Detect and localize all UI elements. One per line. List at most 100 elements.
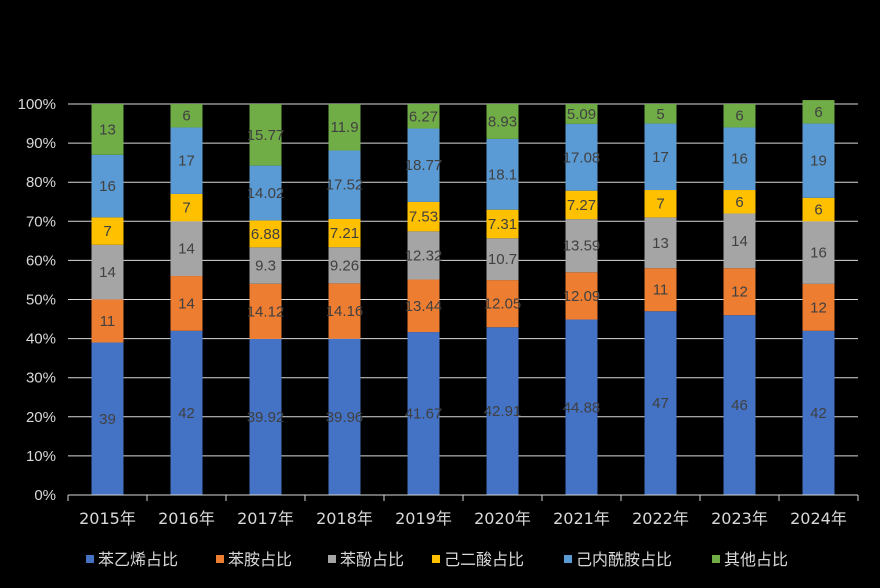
bar-segment <box>802 197 835 222</box>
legend-swatch <box>712 555 720 563</box>
bar-segment <box>486 238 519 281</box>
data-label: 13 <box>99 121 116 138</box>
bar-segment <box>644 311 677 495</box>
bar-segment <box>328 150 361 219</box>
data-label: 6 <box>735 108 743 125</box>
x-tick-label: 2017年 <box>237 509 294 528</box>
y-tick-label: 0% <box>34 487 56 504</box>
data-label: 13 <box>652 235 669 252</box>
bar-segment <box>249 103 282 166</box>
bar-segment <box>486 327 519 495</box>
y-tick-label: 70% <box>26 213 56 230</box>
data-label: 6.27 <box>409 108 438 125</box>
bar-segment <box>328 103 361 151</box>
data-label: 11 <box>100 313 116 330</box>
data-label: 5.09 <box>567 106 596 123</box>
data-label: 12 <box>731 284 748 301</box>
data-label: 6 <box>814 202 822 219</box>
y-tick-label: 50% <box>26 292 56 309</box>
bar-segment <box>723 190 756 214</box>
legend-swatch <box>432 555 440 563</box>
x-tick-label: 2019年 <box>395 509 452 528</box>
bar-segment <box>249 338 282 495</box>
bar-segment <box>407 279 440 333</box>
bar-segment <box>407 104 440 129</box>
data-label: 5 <box>656 106 664 123</box>
data-label: 16 <box>810 245 827 262</box>
bar-segment <box>170 104 203 128</box>
y-tick-label: 90% <box>26 135 56 152</box>
data-label: 7.31 <box>488 216 517 233</box>
legend-swatch <box>86 555 94 563</box>
legend-label: 己二酸占比 <box>444 550 524 569</box>
data-label: 7.21 <box>330 225 359 242</box>
data-label: 14 <box>731 233 748 250</box>
y-tick-label: 30% <box>26 370 56 387</box>
bar-segment <box>407 128 440 202</box>
data-label: 7.53 <box>409 209 438 226</box>
data-label: 11.9 <box>330 119 358 136</box>
bar-segment <box>565 272 598 320</box>
data-label: 14.16 <box>326 303 364 320</box>
x-tick-label: 2020年 <box>474 509 531 528</box>
bar-segment <box>91 217 124 245</box>
bar-segment <box>407 201 440 232</box>
bar-segment <box>723 268 756 316</box>
data-label: 44.88 <box>563 399 601 416</box>
bar-segment <box>249 165 282 221</box>
data-label: 19 <box>810 153 827 170</box>
data-label: 12.05 <box>484 296 522 313</box>
bar-segment <box>723 315 756 495</box>
bar-segment <box>565 319 598 495</box>
data-label: 17 <box>178 153 195 170</box>
x-tick-label: 2023年 <box>711 509 768 528</box>
bar-segment <box>723 127 756 191</box>
bar-segment <box>802 123 835 198</box>
bar-segment <box>407 231 440 280</box>
bar-segment <box>328 338 361 495</box>
data-label: 12.09 <box>563 288 601 305</box>
data-label: 17 <box>652 149 669 166</box>
bar-segment <box>249 247 282 284</box>
y-tick-label: 40% <box>26 331 56 348</box>
data-label: 14 <box>178 241 195 258</box>
bar-segment <box>486 104 519 139</box>
data-label: 12.32 <box>405 247 443 264</box>
bar-segment <box>802 330 835 495</box>
y-tick-label: 80% <box>26 174 56 191</box>
x-tick-label: 2018年 <box>316 509 373 528</box>
bars <box>91 100 835 495</box>
data-label: 8.93 <box>488 113 517 130</box>
x-tick-label: 2016年 <box>158 509 215 528</box>
data-label: 7 <box>103 223 111 240</box>
data-label: 39 <box>99 411 116 428</box>
x-axis: 2015年 2016年 2017年 2018年 2019年 2020年 2021年 2022年… <box>67 494 859 528</box>
data-label: 7.27 <box>567 197 596 214</box>
y-tick-label: 60% <box>26 252 56 269</box>
data-label: 14 <box>99 264 116 281</box>
bar-segment <box>644 217 677 269</box>
bar-segment <box>249 220 282 248</box>
legend-label: 苯乙烯占比 <box>98 550 178 569</box>
bar-segment <box>91 342 124 495</box>
data-label: 7 <box>182 200 190 217</box>
data-label: 6 <box>182 108 190 125</box>
bar-segment <box>565 219 598 273</box>
data-label: 16 <box>731 151 748 168</box>
data-label: 46 <box>731 397 748 414</box>
bar-segment <box>328 247 361 284</box>
data-label: 14 <box>178 295 195 312</box>
legend: 苯乙烯占比 苯胺占比 苯酚占比 己二酸占比 己内酰胺占比 其他占比 <box>86 550 788 569</box>
legend-swatch <box>564 555 572 563</box>
x-tick-label: 2021年 <box>553 509 610 528</box>
data-label: 41.67 <box>405 406 443 423</box>
data-label: 6 <box>814 104 822 121</box>
data-label: 11 <box>653 282 669 299</box>
bar-segment <box>723 104 756 128</box>
bar-segment <box>802 221 835 284</box>
data-label: 42 <box>810 405 827 422</box>
y-tick-label: 20% <box>26 409 56 426</box>
data-label: 9.3 <box>255 258 276 275</box>
bar-segment <box>170 276 203 331</box>
data-label: 12 <box>810 299 827 316</box>
